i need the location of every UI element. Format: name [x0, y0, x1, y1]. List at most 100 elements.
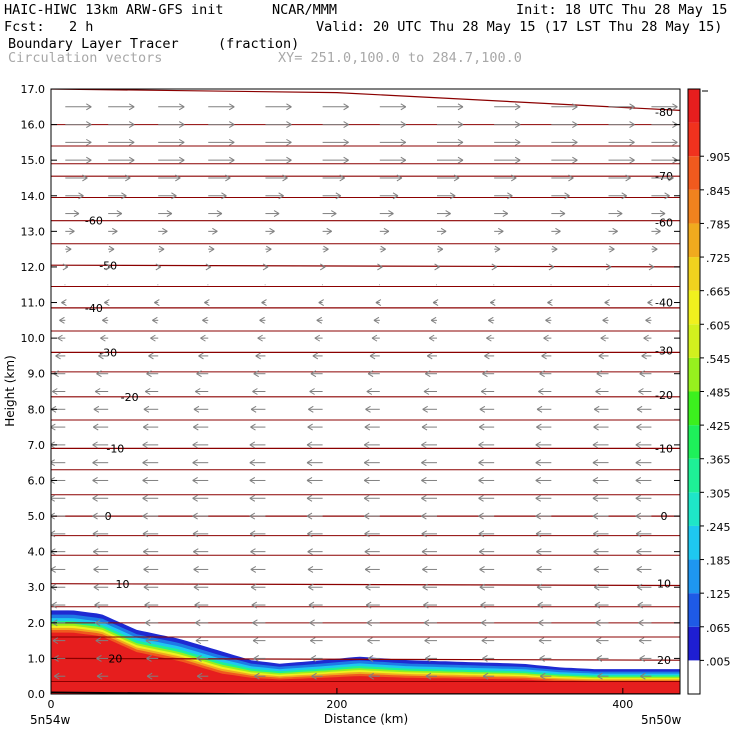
wind-vector	[364, 423, 380, 431]
contour-label: -30	[655, 345, 673, 358]
wind-vector	[192, 530, 209, 538]
wind-vector-head	[310, 370, 317, 378]
wind-vector	[152, 316, 159, 324]
wind-vector	[367, 654, 380, 662]
wind-vector	[436, 174, 460, 182]
wind-vector	[436, 210, 451, 217]
wind-vector	[108, 192, 127, 200]
wind-vector-head	[502, 210, 509, 217]
wind-vector-head	[148, 352, 154, 360]
wind-vector	[94, 601, 109, 609]
wind-vector-head	[645, 316, 651, 324]
wind-vector	[93, 405, 109, 413]
wind-vector-head	[629, 138, 635, 146]
wind-vector-head	[250, 566, 257, 573]
wind-vector-head	[547, 299, 553, 306]
wind-vector-head	[672, 103, 678, 111]
wind-vector-head	[363, 477, 370, 484]
wind-vector-head	[196, 370, 202, 378]
colorbar-swatch	[688, 391, 700, 426]
colorbar-swatch	[688, 425, 700, 459]
wind-vector-head	[596, 654, 603, 662]
y-tick-label: 14.0	[21, 190, 46, 203]
colorbar-swatch	[688, 324, 700, 358]
wind-vector-head	[449, 192, 456, 200]
wind-vector-head	[142, 512, 148, 520]
wind-vector	[102, 316, 109, 324]
tracer-fill-layer	[51, 610, 680, 694]
wind-vector	[262, 263, 269, 271]
wind-vector	[308, 583, 323, 591]
wind-vector-head	[96, 654, 102, 662]
wind-vector	[636, 583, 652, 591]
wind-vector-head	[144, 601, 150, 609]
wind-vector	[651, 121, 678, 129]
wind-vector	[265, 174, 288, 182]
wind-vector	[200, 334, 209, 342]
wind-vector-head	[252, 388, 258, 395]
wind-vector	[548, 263, 555, 271]
wind-vector	[93, 566, 109, 573]
wind-vector	[105, 263, 112, 271]
wind-vector-head	[116, 210, 123, 217]
colorbar-swatch	[688, 626, 700, 661]
wind-vector-head	[310, 654, 317, 662]
wind-vector	[541, 352, 552, 360]
wind-vector	[93, 583, 109, 591]
wind-vector	[94, 619, 109, 627]
wind-vector-head	[343, 121, 349, 129]
wind-vector	[638, 388, 652, 395]
wind-vector	[108, 138, 135, 146]
wind-vector	[322, 156, 349, 164]
colorbar-label: .245	[706, 521, 731, 534]
wind-vector	[436, 245, 444, 253]
wind-vector	[310, 637, 323, 645]
wind-vector	[193, 405, 209, 413]
wind-vector-head	[92, 494, 98, 502]
wind-vector	[596, 370, 609, 378]
wind-vector	[643, 334, 652, 342]
wind-vector-head	[228, 121, 235, 129]
wind-vector	[108, 210, 123, 217]
wind-vector-head	[250, 423, 256, 431]
wind-vector	[155, 263, 162, 271]
wind-vector-head	[377, 263, 383, 271]
contour-label: 0	[661, 510, 668, 523]
wind-vector	[208, 103, 235, 111]
wind-vector-head	[535, 512, 541, 520]
wind-vector-head	[192, 459, 198, 467]
wind-vector	[108, 156, 135, 164]
wind-vector	[254, 672, 266, 680]
wind-vector	[482, 654, 495, 662]
wind-vector-head	[371, 334, 378, 342]
wind-vector	[436, 192, 456, 200]
wind-vector	[192, 441, 209, 449]
wind-vector-head	[52, 388, 58, 395]
wind-vector-head	[605, 263, 612, 271]
wind-vector-head	[252, 619, 258, 627]
wind-vector-head	[154, 299, 160, 306]
wind-vector-head	[592, 477, 599, 484]
wind-vector	[322, 103, 349, 111]
wind-vector-head	[494, 245, 501, 253]
wind-vector-head	[572, 138, 578, 146]
wind-vector	[249, 459, 266, 467]
wind-vector-head	[635, 441, 642, 449]
contour-label: -70	[655, 170, 673, 183]
wind-vector	[379, 174, 403, 182]
wind-vector-head	[202, 316, 208, 324]
wind-vector	[592, 477, 609, 484]
wind-vector-head	[432, 299, 439, 306]
wind-vector	[51, 530, 66, 538]
wind-vector	[306, 459, 323, 467]
wind-vector-head	[228, 138, 235, 146]
wind-vector	[595, 388, 609, 395]
wind-vector	[364, 530, 380, 538]
wind-vector-head	[51, 459, 55, 467]
wind-vector-head	[643, 334, 649, 342]
wind-vector-head	[62, 263, 69, 271]
wind-vector	[651, 174, 674, 182]
contour-label: 10	[657, 578, 671, 591]
wind-vector	[593, 566, 609, 573]
wind-vector	[379, 192, 399, 200]
